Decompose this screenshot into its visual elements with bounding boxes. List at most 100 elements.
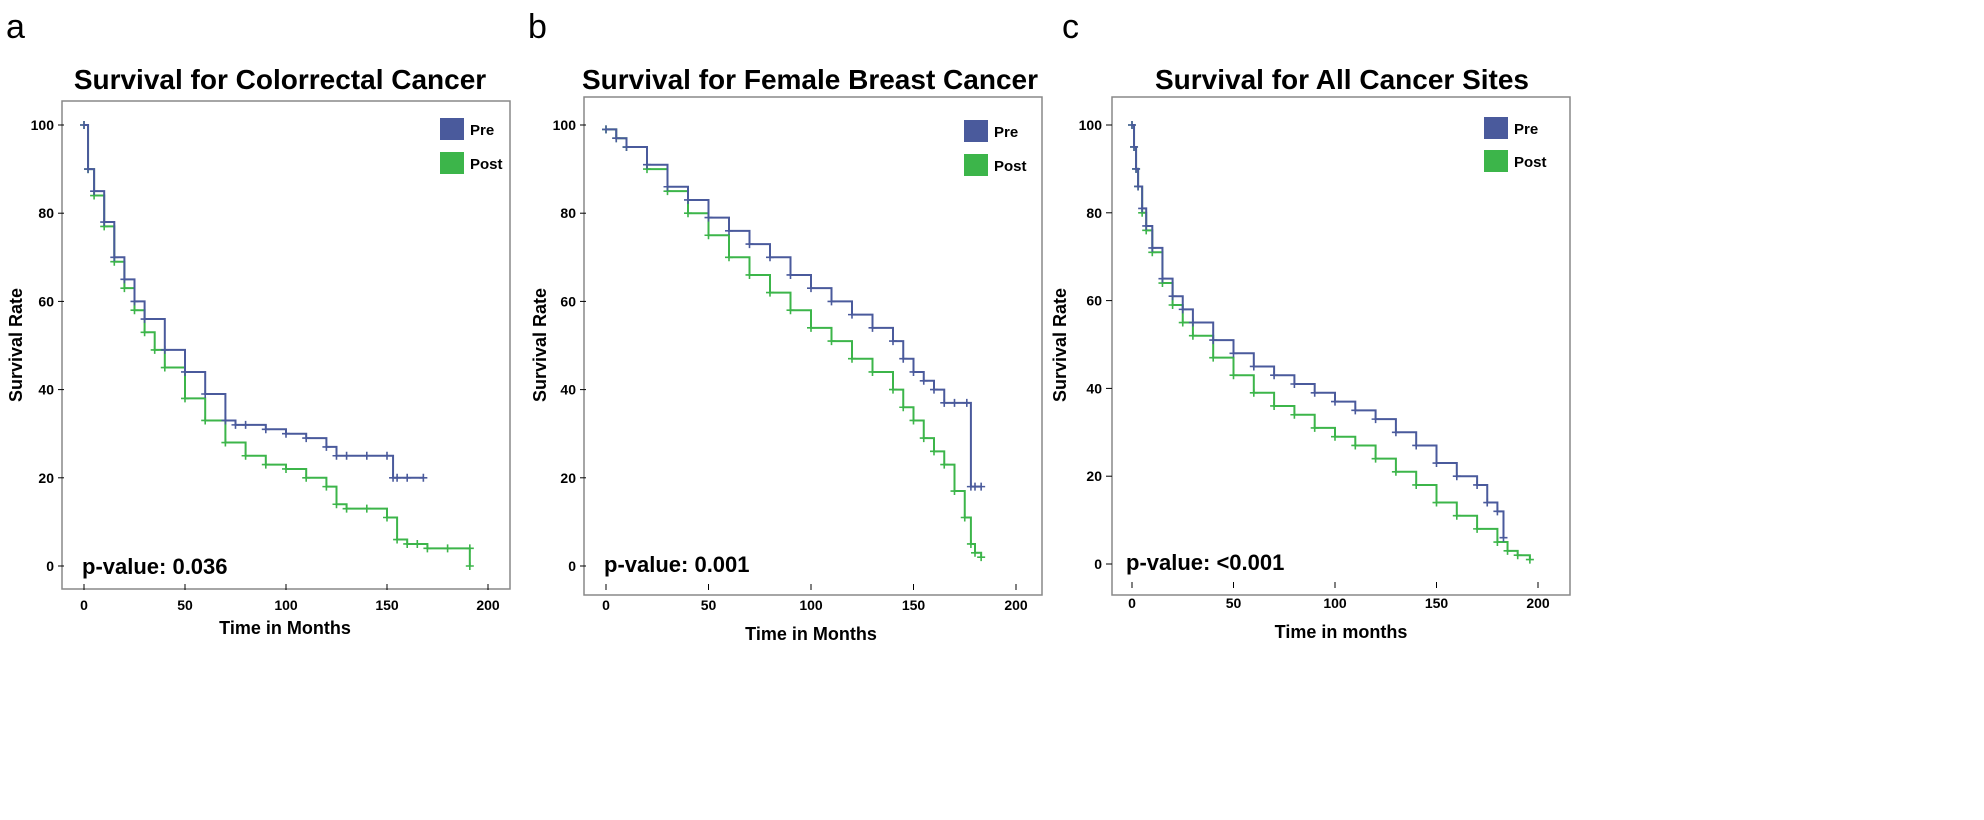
censor-mark-post [966,539,975,548]
censor-mark-post [140,328,149,337]
censor-mark-post [725,253,733,262]
censor-mark-pre [302,434,311,443]
legend: Pre Post [964,120,1027,176]
censor-mark-post [930,447,938,456]
y-tick-label: 40 [38,382,54,398]
censor-mark-post [977,553,986,562]
censor-mark-post [150,345,159,354]
series-line-post [84,124,471,566]
legend-swatch-pre [1484,117,1508,139]
censor-mark-post [443,544,452,553]
censor-mark-pre [261,425,270,434]
censor-mark-pre [181,367,189,376]
censor-mark-post [1493,538,1502,547]
y-axis-label: Survival Rate [530,288,550,402]
censor-mark-pre [977,482,986,491]
x-axis-label: Time in Months [219,618,351,638]
censor-mark-pre [90,187,99,196]
censor-mark-post [241,451,250,460]
censor-mark-pre [1178,305,1187,314]
survival-chart-colorectal: Survival Rate Time in Months p-value: 0.… [6,100,511,638]
x-tick-label: 50 [177,597,193,613]
y-axis-label: Survival Rate [6,288,26,402]
censor-mark-pre [766,253,774,262]
censor-mark-pre [1391,428,1400,437]
y-tick-label: 60 [1086,293,1102,309]
legend-label-post: Post [470,156,503,173]
legend-swatch-pre [440,118,464,140]
censor-mark-pre [1209,336,1218,345]
x-tick-label: 200 [1526,595,1550,611]
censor-mark-post [1371,454,1380,463]
legend-label-post: Post [1514,154,1547,171]
x-tick-label: 0 [80,597,88,613]
x-tick-label: 200 [476,597,500,613]
y-tick-label: 100 [1079,117,1103,133]
censor-mark-pre [868,323,877,332]
x-tick-label: 100 [1323,595,1347,611]
censor-mark-post [1168,300,1177,309]
censor-mark-pre [282,429,290,438]
censor-mark-post [423,544,432,553]
censor-mark-pre [704,213,713,222]
panel-b: b Survival for Female Breast Cancer Surv… [520,0,1052,820]
censor-mark-post [899,403,908,412]
censor-mark-pre [1331,397,1339,406]
censor-mark-pre [419,473,428,482]
censor-mark-pre [1351,406,1360,415]
x-tick-label: 100 [799,597,823,613]
censor-mark-pre [643,160,651,169]
censor-mark-post [889,385,897,394]
censor-mark-pre [930,385,938,394]
y-tick-label: 40 [560,382,576,398]
x-tick-label: 200 [1004,597,1028,613]
y-tick-label: 80 [38,205,54,221]
censor-mark-post [221,438,230,447]
censor-mark-pre [110,253,119,262]
censor-mark-pre [1412,441,1421,450]
censor-mark-pre [940,398,949,407]
x-tick-label: 0 [1128,595,1136,611]
censor-mark-post [1351,441,1360,450]
censor-mark-pre [100,218,109,227]
legend-label-pre: Pre [994,124,1018,141]
censor-mark-pre [130,297,139,306]
x-tick-label: 150 [1425,595,1449,611]
censor-mark-pre [1249,362,1258,371]
censor-mark-pre [848,310,856,319]
censor-mark-pre [1148,243,1157,252]
censor-mark-pre [1158,274,1167,283]
series-line-pre [606,128,982,488]
censor-mark-post [332,500,341,509]
censor-mark-post [1188,331,1197,340]
censor-mark-pre [919,376,928,385]
series-line-pre [1132,124,1505,538]
censor-mark-pre [786,270,795,279]
censor-mark-post [807,323,815,332]
censor-mark-pre [1371,415,1380,424]
censor-mark-pre [342,451,351,460]
y-tick-label: 80 [1086,205,1102,221]
censor-mark-pre [1142,221,1151,230]
panel-letter: b [528,8,547,46]
censor-mark-post [1270,401,1279,410]
censor-mark-pre [950,398,959,407]
censor-mark-pre [80,121,88,129]
censor-mark-post [160,363,169,372]
x-tick-label: 0 [602,597,610,613]
censor-mark-post [362,504,371,513]
legend-swatch-post [440,152,464,174]
censor-mark-pre [322,442,331,451]
censor-mark-pre [332,451,341,460]
censor-mark-post [342,504,351,513]
p-value-annotation: p-value: 0.036 [82,554,228,579]
censor-mark-pre [745,240,754,249]
censor-mark-pre [1134,182,1143,191]
censor-mark-pre [1473,480,1482,489]
survival-chart-breast: Survival Rate Time in Months p-value: 0.… [530,96,1043,644]
legend-label-post: Post [994,158,1027,175]
censor-mark-post [322,482,331,491]
censor-mark-post [465,544,474,553]
censor-mark-pre [1132,164,1141,173]
censor-mark-post [1331,432,1339,441]
